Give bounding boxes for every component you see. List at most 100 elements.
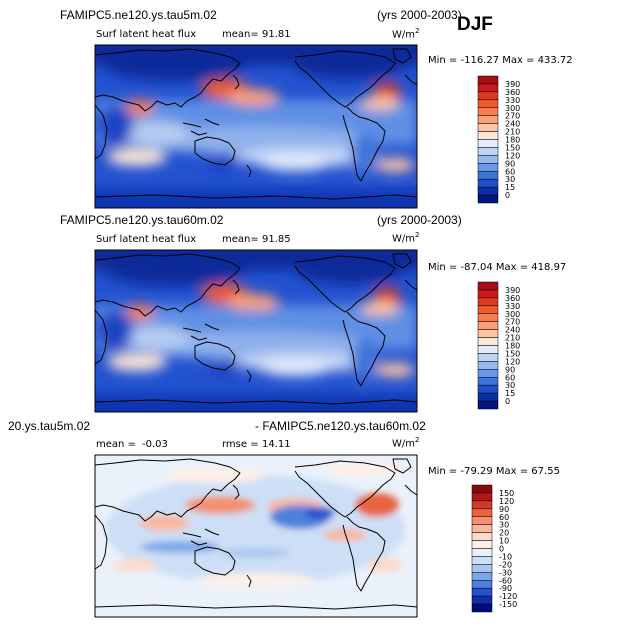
map-panel-3 <box>95 455 417 617</box>
colorbar-tick-label: 300 <box>505 310 520 319</box>
colorbar-tick-label: 270 <box>505 112 520 121</box>
colorbar-tick-label: 0 <box>499 545 504 554</box>
panel-3-case-title-right: - FAMIPC5.ne120.ys.tau60m.02 <box>255 419 426 433</box>
colorbar-tick-label: -60 <box>499 576 512 585</box>
colorbar-swatch <box>471 484 493 494</box>
colorbar-tick-label: 90 <box>505 365 515 374</box>
colorbar-tick-label: -30 <box>499 568 512 577</box>
colorbar-swatch <box>471 595 493 605</box>
colorbar-swatch <box>477 178 499 188</box>
colorbar-tick-label: 150 <box>499 489 514 498</box>
colorbar-swatch <box>477 281 499 291</box>
colorbar-tick-label: 120 <box>499 497 514 506</box>
colorbar-swatch <box>477 337 499 346</box>
panel-2-mean-value: 91.85 <box>262 234 291 245</box>
colorbar-tick-label: 60 <box>505 373 515 382</box>
colorbar-tick-label: 150 <box>505 349 520 358</box>
colorbar-swatch <box>477 75 499 85</box>
panel-3-case-title-left: 20.ys.tau5m.02 <box>8 419 91 433</box>
panel-1-units: W/m2 <box>392 27 420 41</box>
colorbar-swatch <box>471 548 493 557</box>
panel-1-minmax: Min = -116.27 Max = 433.72 <box>428 55 573 66</box>
colorbar-swatch <box>477 361 499 370</box>
colorbar-swatch <box>477 289 499 299</box>
colorbar-swatch <box>471 532 493 541</box>
colorbar-tick-label: -10 <box>499 552 512 561</box>
colorbar-swatch <box>477 123 499 132</box>
colorbar-swatch <box>477 131 499 140</box>
colorbar-tick-label: 90 <box>499 505 509 514</box>
colorbar-tick-label: 0 <box>505 191 510 200</box>
colorbar-swatch <box>477 345 499 354</box>
panel-1-years: (yrs 2000-2003) <box>377 8 462 22</box>
colorbar-tick-label: 10 <box>499 537 509 546</box>
panel-1-case-title: FAMIPC5.ne120.ys.tau5m.02 <box>60 8 217 22</box>
colorbar-tick-label: 90 <box>505 159 515 168</box>
colorbar-tick-label: 240 <box>505 326 520 335</box>
colorbar-swatch <box>477 115 499 124</box>
colorbar-swatch <box>471 587 493 597</box>
panel-3-minmax: Min = -79.29 Max = 67.55 <box>428 466 560 477</box>
colorbar-tick-label: 30 <box>505 381 515 390</box>
colorbar-tick-label: -150 <box>499 600 517 609</box>
colorbar-swatch <box>477 139 499 148</box>
colorbar-swatch <box>477 171 499 180</box>
colorbar-swatch <box>471 564 493 573</box>
colorbar-swatch <box>477 392 499 402</box>
colorbar-swatch <box>471 603 493 613</box>
colorbar-swatch <box>477 99 499 108</box>
colorbar-swatch <box>471 500 493 510</box>
panel-3-rmse-label: rmse = <box>222 439 259 450</box>
colorbar-tick-label: 210 <box>505 128 520 137</box>
colorbar-swatch <box>471 508 493 517</box>
panel-2-mean-label: mean= <box>222 234 259 245</box>
colorbar-tick-label: 210 <box>505 334 520 343</box>
colorbar-swatch <box>477 353 499 362</box>
colorbar-swatch <box>477 194 499 204</box>
panel-2-years: (yrs 2000-2003) <box>377 213 462 227</box>
colorbar-swatch <box>477 147 499 156</box>
colorbar-swatch <box>477 83 499 93</box>
colorbar-swatch <box>471 556 493 565</box>
map-panel-1 <box>95 35 417 220</box>
colorbar-swatch <box>477 155 499 164</box>
colorbar-tick-label: 120 <box>505 357 520 366</box>
colorbar-tick-label: 120 <box>505 151 520 160</box>
colorbar-tick-label: 15 <box>505 183 515 192</box>
colorbar-tick-label: 360 <box>505 88 520 97</box>
panel-3-mean-label: mean = <box>96 439 136 450</box>
colorbar-tick-label: 240 <box>505 120 520 129</box>
colorbar-swatch <box>471 580 493 589</box>
colorbar-tick-label: 330 <box>505 302 520 311</box>
colorbar-swatch <box>477 400 499 410</box>
colorbar-swatch <box>471 524 493 533</box>
colorbar-tick-label: 20 <box>499 529 509 538</box>
colorbar-tick-label: 180 <box>505 136 520 145</box>
colorbar-swatch <box>477 91 499 101</box>
colorbar-tick-label: 60 <box>505 167 515 176</box>
colorbar-tick-label: 30 <box>499 521 509 530</box>
panel-2-minmax: Min = -87.04 Max = 418.97 <box>428 262 567 273</box>
colorbar-swatch <box>477 321 499 330</box>
colorbar-swatch <box>477 305 499 314</box>
panel-2-case-title: FAMIPC5.ne120.ys.tau60m.02 <box>60 213 224 227</box>
colorbar-tick-label: 390 <box>505 286 520 295</box>
panel-2-units: W/m2 <box>392 231 420 245</box>
season-label: DJF <box>457 14 493 35</box>
panel-1-field-name: Surf latent heat flux <box>96 29 197 40</box>
colorbar-tick-label: 300 <box>505 104 520 113</box>
colorbar-tick-label: 15 <box>505 389 515 398</box>
colorbar-tick-label: -20 <box>499 560 512 569</box>
colorbar-swatch <box>471 540 493 549</box>
colorbar-swatch <box>471 492 493 502</box>
colorbar-swatch <box>477 163 499 172</box>
colorbar-swatch <box>477 329 499 338</box>
colorbar-swatch <box>477 384 499 394</box>
colorbar-swatch <box>477 186 499 196</box>
panel-3-units: W/m2 <box>392 436 420 450</box>
panel-3-rmse-value: 14.11 <box>262 439 291 450</box>
colorbar-tick-label: 150 <box>505 143 520 152</box>
